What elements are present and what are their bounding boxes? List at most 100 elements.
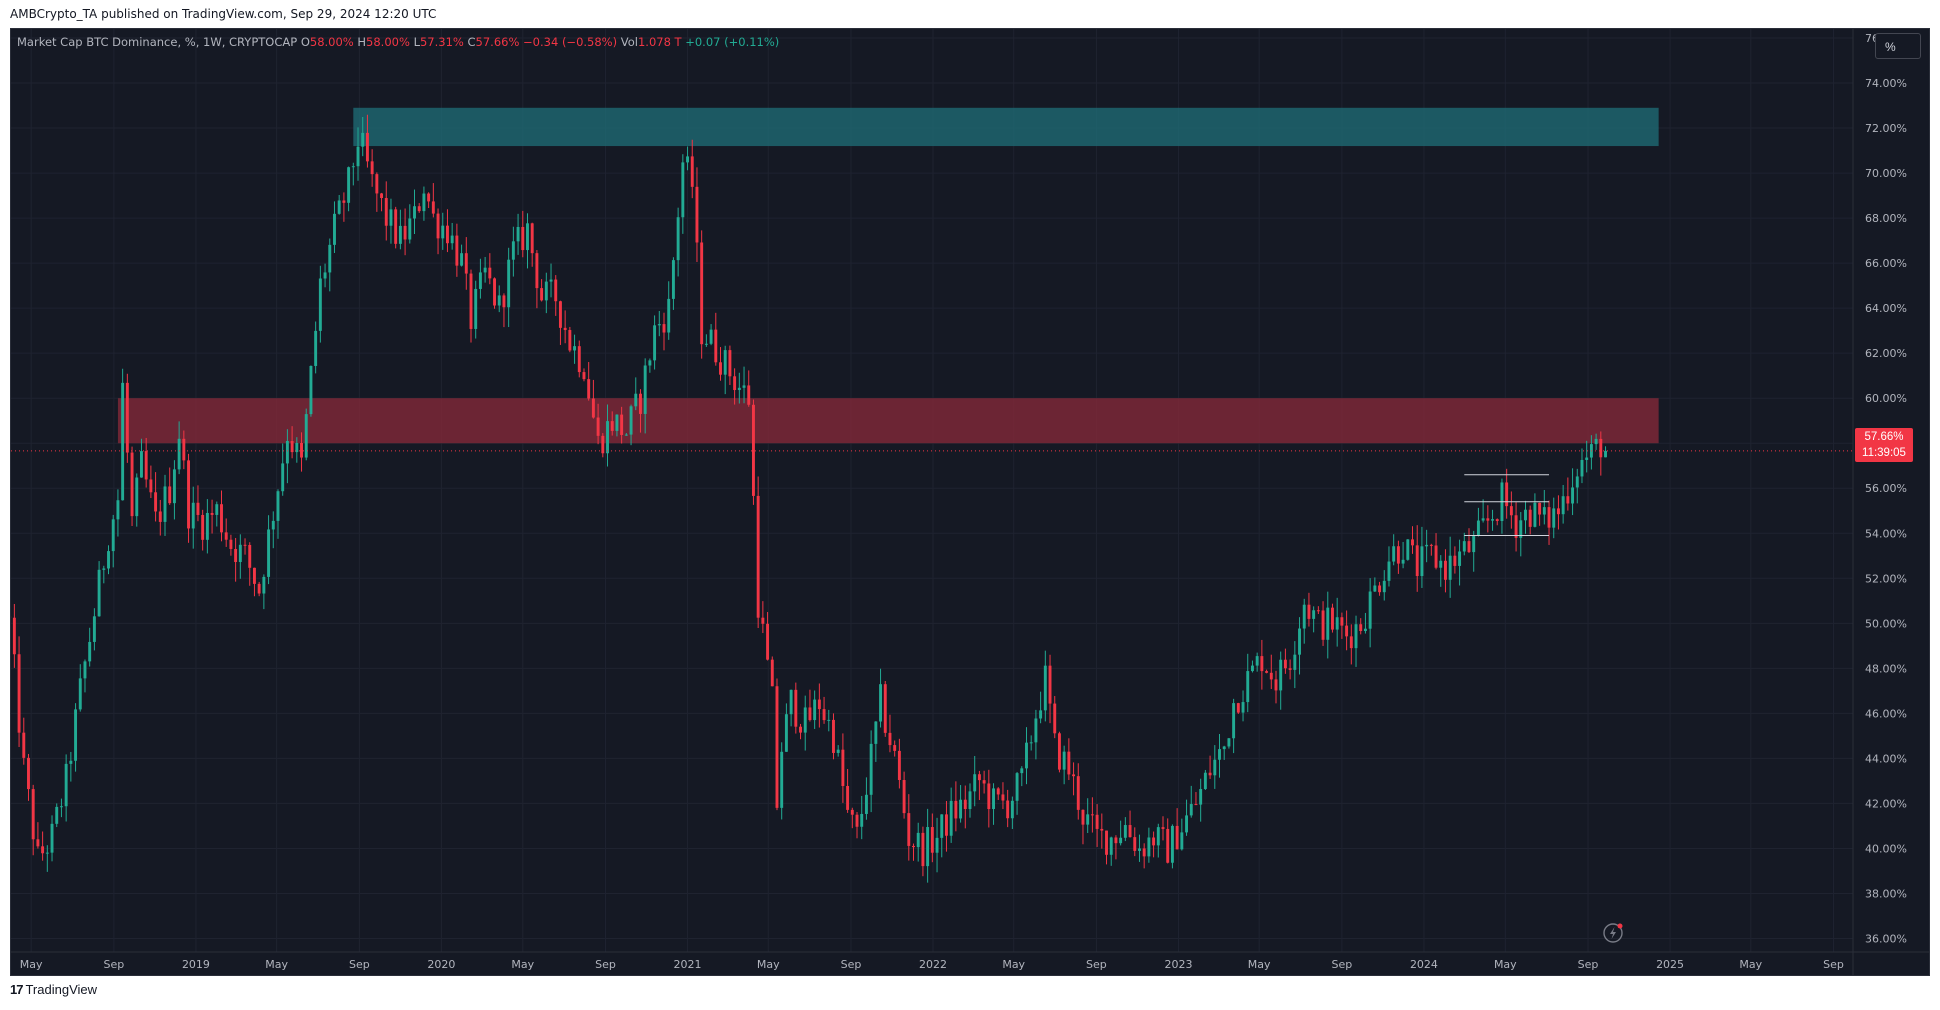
candle-body (1283, 659, 1287, 669)
candle-body (135, 477, 139, 517)
candle-body (267, 529, 271, 577)
candle-body (968, 791, 972, 809)
candle-body (1081, 809, 1085, 825)
candle-body (27, 757, 30, 790)
candle-body (1363, 628, 1367, 632)
candle-body (1208, 772, 1212, 776)
candle-body (1128, 825, 1132, 838)
candle-body (201, 514, 205, 540)
candle-body (568, 330, 572, 351)
candle-body (1382, 580, 1386, 593)
candle-body (733, 376, 737, 391)
candle-body (158, 511, 162, 522)
candle-body (431, 201, 435, 214)
candle-body (949, 800, 953, 836)
candle-body (403, 225, 407, 240)
price-tick-label: 44.00% (1865, 752, 1907, 765)
candle-body (1203, 772, 1207, 790)
candle-body (869, 743, 873, 795)
candle-body (742, 385, 746, 388)
candle-body (1401, 559, 1405, 564)
price-axis[interactable]: 76.00%74.00%72.00%70.00%68.00%66.00%64.0… (1865, 32, 1907, 945)
candle-body (963, 799, 967, 809)
candle-body (92, 616, 96, 642)
candle-body (22, 732, 26, 758)
candle-body (1142, 848, 1146, 857)
chart-panel[interactable]: 76.00%74.00%72.00%70.00%68.00%66.00%64.0… (10, 28, 1930, 976)
candle-body (1524, 509, 1527, 521)
candle-body (1147, 837, 1151, 857)
candle-body (1095, 814, 1099, 829)
candle-body (1161, 827, 1165, 829)
candle-body (1406, 539, 1410, 560)
candle-body (1180, 832, 1184, 850)
candle-body (648, 360, 652, 366)
candle-body (634, 393, 638, 407)
candle-body (1236, 703, 1240, 713)
percent-scale-button[interactable]: % (1875, 33, 1921, 59)
candle-body (662, 324, 666, 333)
lightning-icon[interactable] (1603, 923, 1623, 943)
candle-body (460, 253, 464, 266)
candle-body (799, 726, 802, 733)
candle-body (1458, 551, 1462, 566)
time-tick-label: Sep (841, 958, 862, 971)
candle-body (615, 414, 619, 431)
candle-body (959, 799, 963, 819)
candle-body (1519, 520, 1523, 538)
candle-body (1420, 546, 1424, 577)
candlestick-chart[interactable]: 76.00%74.00%72.00%70.00%68.00%66.00%64.0… (11, 29, 1929, 975)
time-tick-label: Sep (1086, 958, 1107, 971)
candle-body (926, 827, 930, 867)
candle-body (846, 786, 850, 810)
candle-body (116, 500, 120, 520)
tradingview-brand: TradingView (25, 982, 98, 997)
candle-body (737, 387, 741, 391)
candle-body (78, 678, 82, 710)
candle-body (1453, 555, 1457, 566)
candle-body (667, 298, 671, 333)
last-price-badge: 57.66% 11:39:05 (1855, 428, 1913, 462)
symbol-legend: Market Cap BTC Dominance, %, 1W, CRYPTOC… (17, 35, 779, 49)
time-axis[interactable]: May Sep 2019 May Sep 2020 May Sep 2021 May Sep 2022… (20, 958, 1844, 971)
candle-body (1476, 520, 1480, 536)
candle-body (544, 281, 548, 301)
candle-body (1495, 519, 1499, 522)
time-tick-label: 2024 (1410, 958, 1438, 971)
candle-body (389, 209, 393, 226)
candle-body (1411, 539, 1414, 546)
price-tick-label: 66.00% (1865, 257, 1907, 270)
candle-body (17, 654, 21, 733)
candle-body (893, 745, 897, 751)
range-lines (11, 450, 1853, 537)
time-tick-label: Sep (104, 958, 125, 971)
price-tick-label: 52.00% (1865, 572, 1907, 585)
candle-body (205, 512, 209, 540)
candle-body (1086, 814, 1090, 825)
candle-body (1105, 830, 1108, 855)
bar-countdown: 11:39:05 (1862, 447, 1906, 459)
candle-body (1269, 672, 1273, 680)
candle-body (1505, 482, 1509, 507)
candle-body (130, 452, 134, 517)
candle-body (1542, 507, 1546, 515)
price-tick-label: 60.00% (1865, 392, 1907, 405)
candle-body (1260, 656, 1264, 672)
candle-body (973, 774, 977, 792)
price-tick-label: 36.00% (1865, 932, 1907, 945)
tradingview-footer[interactable]: 17 TradingView (10, 982, 97, 997)
time-tick-label: 2025 (1656, 958, 1684, 971)
candle-body (1509, 506, 1513, 516)
candle-body (1599, 438, 1603, 458)
time-tick-label: May (1739, 958, 1762, 971)
legend-symbol: Market Cap BTC Dominance, %, 1W, CRYPTOC… (17, 35, 298, 49)
candle-body (888, 732, 892, 746)
candle-body (69, 760, 73, 764)
price-tick-label: 38.00% (1865, 887, 1907, 900)
candle-body (281, 463, 285, 492)
candle-body (728, 350, 732, 377)
candle-body (1057, 733, 1061, 770)
candle-body (714, 329, 718, 363)
candle-body (1340, 617, 1344, 626)
candle-body (1307, 604, 1311, 619)
